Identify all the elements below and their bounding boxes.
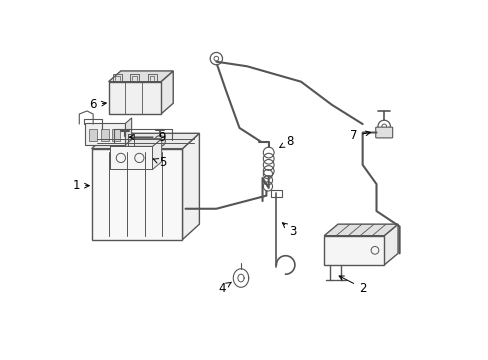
Polygon shape xyxy=(324,236,384,265)
Text: 1: 1 xyxy=(72,179,89,192)
Polygon shape xyxy=(108,82,161,114)
Polygon shape xyxy=(384,224,397,265)
Text: 4: 4 xyxy=(218,282,231,294)
Text: 7: 7 xyxy=(349,129,369,142)
Polygon shape xyxy=(85,123,125,145)
Circle shape xyxy=(119,136,130,147)
Text: 8: 8 xyxy=(279,135,293,148)
Text: 6: 6 xyxy=(89,98,106,111)
Polygon shape xyxy=(110,139,162,147)
Bar xyxy=(112,129,120,141)
FancyBboxPatch shape xyxy=(375,127,392,138)
Bar xyxy=(270,189,281,197)
Polygon shape xyxy=(161,71,173,114)
Polygon shape xyxy=(125,118,131,145)
Text: 9: 9 xyxy=(129,131,166,144)
Text: 5: 5 xyxy=(153,156,166,169)
Bar xyxy=(89,129,97,141)
Text: 2: 2 xyxy=(339,276,366,294)
Polygon shape xyxy=(110,147,152,170)
Polygon shape xyxy=(91,133,199,149)
Polygon shape xyxy=(324,224,397,236)
Polygon shape xyxy=(91,149,182,239)
Circle shape xyxy=(154,136,165,147)
Bar xyxy=(101,129,108,141)
Text: 3: 3 xyxy=(282,223,296,238)
Polygon shape xyxy=(182,133,199,239)
Polygon shape xyxy=(108,71,173,82)
Polygon shape xyxy=(152,139,162,170)
